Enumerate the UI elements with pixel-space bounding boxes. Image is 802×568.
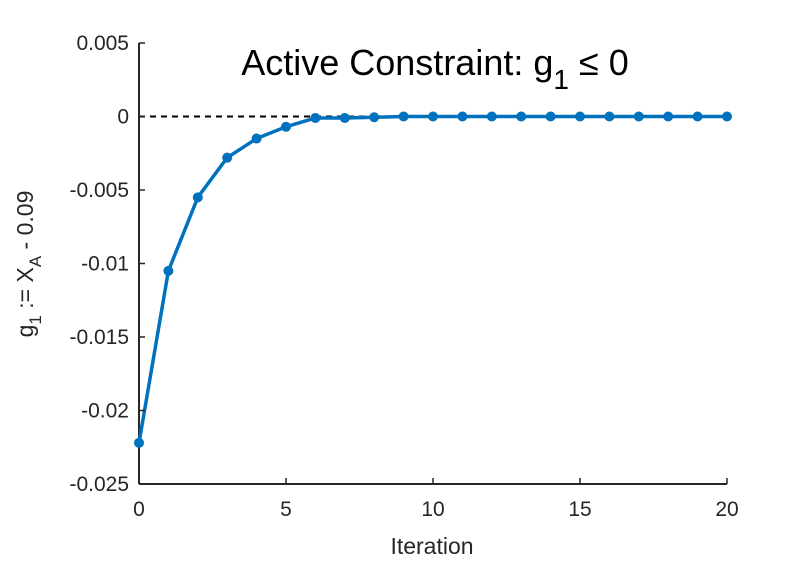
ticks-group: 0 5 10 15 20 0.005 0 -0.005 -0.01 -0.015 -0.02 -0.0… bbox=[69, 32, 738, 521]
data-point bbox=[251, 133, 262, 144]
data-point bbox=[281, 121, 291, 132]
y-axis-label-sub1: 1 bbox=[26, 315, 45, 324]
data-point bbox=[545, 111, 556, 122]
data-point bbox=[192, 192, 203, 203]
x-tick-label: 0 bbox=[133, 498, 145, 521]
chart-title-prefix: Active Constraint: g bbox=[241, 42, 553, 83]
data-point bbox=[222, 152, 233, 163]
y-tick-label: -0.01 bbox=[81, 253, 129, 276]
data-point bbox=[339, 112, 350, 123]
data-point bbox=[516, 111, 527, 122]
y-tick-label: 0.005 bbox=[76, 32, 129, 55]
y-axis-label-tail: - 0.09 bbox=[12, 191, 38, 256]
chart-title-suffix: ≤ 0 bbox=[569, 42, 629, 83]
data-point bbox=[633, 111, 644, 122]
data-point bbox=[575, 111, 585, 122]
y-axis-label-mid: := X bbox=[12, 267, 38, 315]
data-point bbox=[692, 111, 703, 122]
y-axis-label-g: g bbox=[12, 325, 38, 338]
data-point bbox=[134, 437, 144, 448]
data-point bbox=[457, 111, 468, 122]
y-axis-label-subA: A bbox=[26, 255, 45, 267]
x-tick-label: 5 bbox=[280, 498, 292, 521]
data-point bbox=[486, 111, 497, 122]
data-point bbox=[604, 111, 615, 122]
chart-title: Active Constraint: g1 ≤ 0 bbox=[241, 42, 629, 95]
data-point bbox=[663, 111, 674, 122]
y-tick-label: -0.025 bbox=[69, 473, 129, 496]
y-axis-label: g1 := XA - 0.09 bbox=[12, 191, 45, 338]
data-point bbox=[722, 111, 732, 122]
data-point bbox=[398, 111, 409, 122]
x-tick-label: 15 bbox=[568, 498, 591, 521]
y-tick-label: -0.02 bbox=[81, 400, 129, 423]
y-tick-label: -0.015 bbox=[69, 326, 129, 349]
chart-title-subscript: 1 bbox=[553, 64, 569, 95]
y-tick-label: -0.005 bbox=[69, 179, 129, 202]
x-tick-label: 10 bbox=[421, 498, 444, 521]
data-point bbox=[310, 112, 321, 123]
x-axis-label: Iteration bbox=[390, 533, 473, 559]
series-group bbox=[134, 111, 732, 448]
x-tick-label: 20 bbox=[715, 498, 738, 521]
data-point bbox=[369, 112, 380, 123]
data-point bbox=[428, 111, 438, 122]
data-point bbox=[163, 265, 174, 276]
y-tick-label: 0 bbox=[117, 106, 129, 129]
